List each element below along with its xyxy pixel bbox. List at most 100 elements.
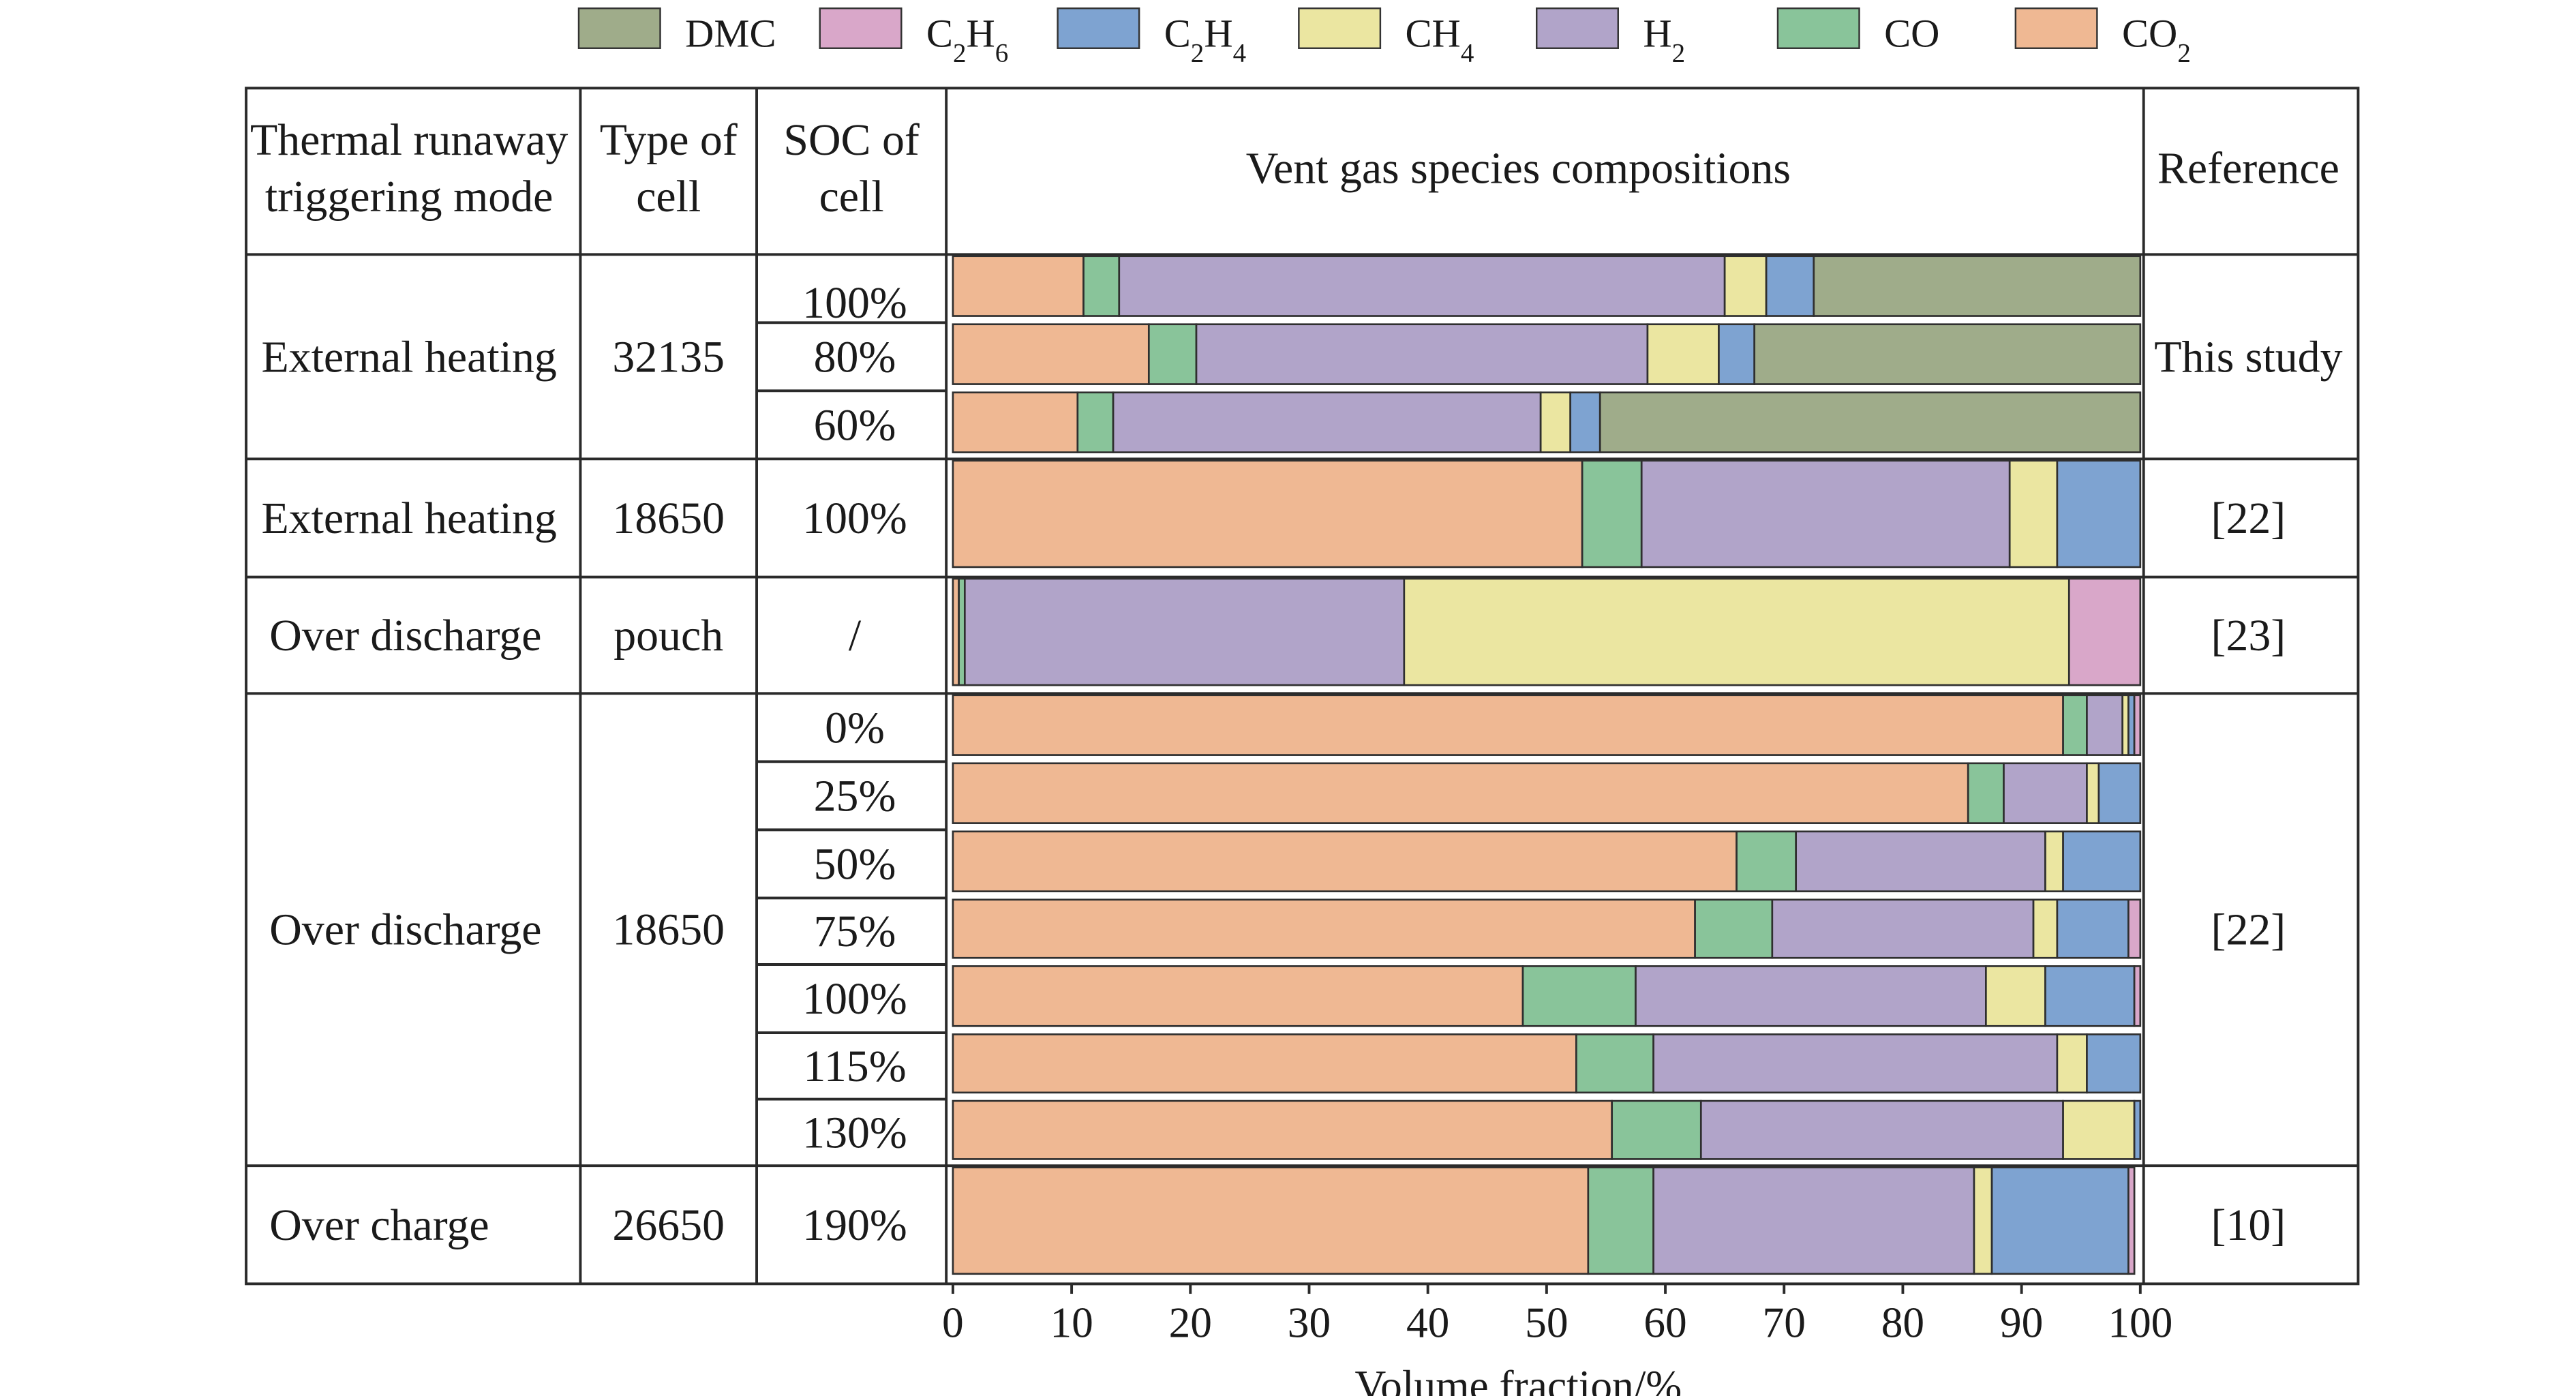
row-soc-label: 100% [802, 278, 907, 328]
bar-row [953, 461, 2140, 567]
bar-row [953, 966, 2140, 1026]
legend-label-c2h6: C2H6 [926, 11, 1008, 67]
legend-label-co: CO [1884, 11, 1939, 55]
group-cell-type: pouch [613, 611, 723, 661]
bar-segment-co [1588, 1168, 1654, 1274]
legend-label-c2h4: C2H4 [1164, 11, 1246, 67]
bar-segment-co [1612, 1101, 1701, 1159]
bar-segment-co [1737, 832, 1796, 892]
bar-segment-ch4 [1648, 324, 1719, 384]
header-mode-line2: triggering mode [265, 172, 554, 222]
row-soc-label: 0% [825, 703, 885, 753]
bar-segment-co [2063, 695, 2087, 755]
bar-segment-h2 [2003, 763, 2087, 823]
legend-label-h2: H2 [1643, 11, 1685, 67]
bar-segment-co [1149, 324, 1196, 384]
x-axis-title: Volume fraction/% [1355, 1361, 1682, 1396]
group-mode-label: Over charge [269, 1200, 489, 1250]
bar-row [953, 579, 2140, 685]
bar-segment-co2 [953, 1168, 1588, 1274]
legend-label-dmc: DMC [685, 11, 776, 55]
bar-segment-h2 [2087, 695, 2122, 755]
bar-row [953, 1034, 2140, 1092]
bar-row [953, 763, 2140, 823]
bar-segment-h2 [1641, 461, 2010, 567]
legend-swatch-co2 [2016, 8, 2097, 48]
legend-swatch-c2h6 [820, 8, 902, 48]
bar-segment-co [1078, 393, 1113, 453]
header-soc-line1: SOC of [783, 115, 920, 165]
bar-segment-c2h4 [2057, 461, 2140, 567]
bar-segment-co [1695, 900, 1772, 958]
bar-segment-c2h6 [2069, 579, 2140, 685]
legend-swatch-dmc [579, 8, 661, 48]
x-tick-label: 60 [1643, 1298, 1686, 1346]
x-axis: 0 10 20 30 40 50 60 70 80 90 100 Volume fraction/% [942, 1284, 2172, 1396]
chart-legend: DMC C2H6 C2H4 CH4 H2 CO CO2 [579, 8, 2191, 67]
bar-segment-h2 [1636, 966, 1986, 1026]
bar-segment-co2 [953, 324, 1149, 384]
x-tick-label: 20 [1169, 1298, 1212, 1346]
bar-segment-ch4 [1725, 256, 1766, 316]
group-reference: [22] [2211, 905, 2286, 955]
bar-segment-ch4 [2063, 1101, 2135, 1159]
bar-row [953, 832, 2140, 892]
group-cell-type: 32135 [612, 332, 725, 382]
bar-segment-co2 [953, 256, 1084, 316]
bar-segment-dmc [1600, 393, 2140, 453]
bar-segment-h2 [1196, 324, 1648, 384]
bar-segment-ch4 [2087, 763, 2098, 823]
x-tick-label: 10 [1050, 1298, 1093, 1346]
bar-segment-co2 [953, 832, 1737, 892]
bar-segment-co2 [953, 1101, 1612, 1159]
row-soc-label: 80% [814, 332, 896, 382]
bar-row [953, 324, 2140, 384]
bar-segment-h2 [1113, 393, 1541, 453]
bar-segment-h2 [1654, 1034, 2057, 1092]
bar-segment-dmc [1814, 256, 2140, 316]
bar-segment-c2h4 [1571, 393, 1601, 453]
bar-segment-h2 [1701, 1101, 2063, 1159]
legend-swatch-h2 [1536, 8, 1618, 48]
group-mode-label: External heating [261, 332, 556, 382]
x-tick-label: 100 [2108, 1298, 2172, 1346]
row-soc-label: / [849, 611, 862, 661]
header-soc-line2: cell [819, 172, 884, 222]
bar-segment-co2 [953, 393, 1078, 453]
bar-row [953, 900, 2140, 958]
legend-swatch-c2h4 [1058, 8, 1140, 48]
x-tick-label: 40 [1406, 1298, 1449, 1346]
bar-segment-c2h4 [2087, 1034, 2140, 1092]
bar-segment-co [1582, 461, 1641, 567]
row-soc-label: 130% [802, 1108, 907, 1157]
bar-row [953, 393, 2140, 453]
legend-swatch-co [1778, 8, 1860, 48]
bar-row [953, 1168, 2134, 1274]
bar-segment-ch4 [1986, 966, 2045, 1026]
header-compositions: Vent gas species compositions [1246, 143, 1791, 193]
group-cell-type: 18650 [612, 905, 725, 955]
bar-row [953, 256, 2140, 316]
bar-segment-c2h4 [1992, 1168, 2128, 1274]
bar-segment-ch4 [2045, 832, 2063, 892]
row-soc-label: 100% [802, 974, 907, 1024]
header-type-line1: Type of [600, 115, 738, 165]
legend-label-ch4: CH4 [1405, 11, 1474, 67]
bar-segment-c2h4 [2099, 763, 2140, 823]
group-reference: This study [2154, 332, 2342, 382]
bar-segment-co2 [953, 695, 2063, 755]
bar-segment-c2h4 [2045, 966, 2134, 1026]
bar-segment-ch4 [2033, 900, 2057, 958]
stacked-bar-chart: DMC C2H6 C2H4 CH4 H2 CO CO2 Thermal runawaytri… [0, 0, 2576, 1396]
bar-segment-c2h6 [2128, 1168, 2134, 1274]
bar-segment-h2 [965, 579, 1404, 685]
bar-segment-c2h4 [2063, 832, 2140, 892]
bar-segment-co [1084, 256, 1119, 316]
bar-segment-co2 [953, 966, 1523, 1026]
x-tick-label: 70 [1763, 1298, 1806, 1346]
group-mode-label: External heating [261, 494, 556, 543]
group-cell-type: 26650 [612, 1200, 725, 1250]
header-type-line2: cell [636, 172, 701, 222]
bar-segment-ch4 [1974, 1168, 1992, 1274]
bar-segment-h2 [1772, 900, 2033, 958]
